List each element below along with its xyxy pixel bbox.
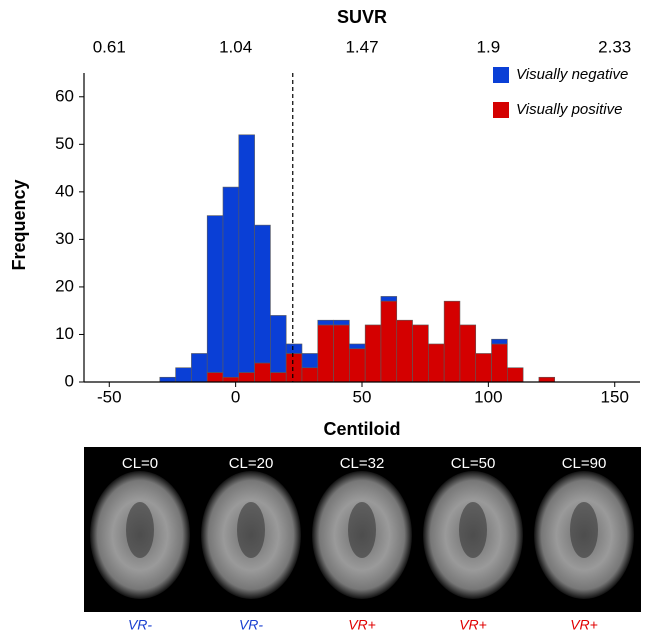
image-caption: VR+	[570, 617, 598, 633]
image-caption: VR+	[459, 617, 487, 633]
x-tick-label: 0	[231, 387, 240, 406]
brain-ventricle	[459, 502, 487, 558]
y-tick-label: 0	[65, 371, 74, 390]
x2-tick-label: 1.9	[477, 37, 501, 56]
bar	[238, 372, 255, 383]
image-label: CL=90	[562, 455, 607, 472]
bar	[364, 324, 382, 383]
brain-ventricle	[348, 502, 376, 558]
bar	[206, 215, 224, 373]
y-tick-label: 60	[55, 86, 74, 105]
brain-ventricle	[237, 502, 265, 558]
x-tick-label: 100	[474, 387, 502, 406]
y-tick-label: 30	[55, 229, 74, 248]
bar	[206, 372, 224, 383]
bar	[285, 353, 303, 383]
x-tick-label: 50	[353, 387, 372, 406]
bar	[191, 353, 208, 383]
y-tick-label: 10	[55, 324, 74, 343]
image-caption: VR-	[128, 617, 152, 633]
bar	[222, 376, 240, 383]
bar	[175, 367, 192, 383]
legend-label: Visually positive	[516, 101, 622, 118]
bar	[507, 367, 524, 383]
bar	[301, 367, 319, 383]
image-caption: VR+	[348, 617, 376, 633]
bar	[380, 296, 398, 302]
bar	[333, 319, 350, 326]
bar	[538, 376, 556, 383]
image-label: CL=20	[229, 455, 274, 472]
x2-tick-label: 0.61	[93, 37, 126, 56]
x2-tick-label: 1.47	[345, 37, 378, 56]
bar	[270, 372, 287, 383]
bar	[475, 353, 492, 383]
x-tick-label: -50	[97, 387, 122, 406]
bar	[349, 343, 366, 350]
bar	[412, 324, 429, 383]
legend-swatch	[493, 67, 509, 83]
bar	[491, 343, 508, 383]
image-caption: VR-	[239, 617, 263, 633]
bar	[459, 324, 477, 383]
bar	[396, 319, 413, 383]
bar	[301, 353, 319, 369]
bar	[254, 224, 271, 364]
brain-ventricle	[126, 502, 154, 558]
x-tick-label: 150	[601, 387, 629, 406]
bar	[270, 315, 287, 373]
bar	[159, 376, 176, 383]
y-tick-label: 50	[55, 134, 74, 153]
y-axis-title: Frequency	[9, 179, 29, 270]
x2-tick-label: 1.04	[219, 37, 252, 56]
bar	[222, 186, 240, 378]
bar	[254, 362, 271, 383]
legend-label: Visually negative	[516, 66, 628, 83]
legend-swatch	[493, 102, 509, 118]
image-label: CL=32	[340, 455, 385, 472]
bar	[491, 338, 508, 345]
x-axis-title: Centiloid	[324, 419, 401, 439]
bar	[333, 324, 350, 383]
bar	[443, 300, 461, 383]
bar	[349, 348, 366, 383]
bar	[238, 134, 255, 373]
x2-tick-label: 2.33	[598, 37, 631, 56]
brain-ventricle	[570, 502, 598, 558]
bar	[380, 300, 398, 383]
y-tick-label: 20	[55, 276, 74, 295]
image-label: CL=50	[451, 455, 496, 472]
bar	[285, 343, 303, 354]
x2-axis-title: SUVR	[337, 7, 387, 27]
y-tick-label: 40	[55, 181, 74, 200]
image-label: CL=0	[122, 455, 158, 472]
bar	[317, 324, 334, 383]
bar	[428, 343, 445, 383]
bar	[317, 319, 334, 326]
